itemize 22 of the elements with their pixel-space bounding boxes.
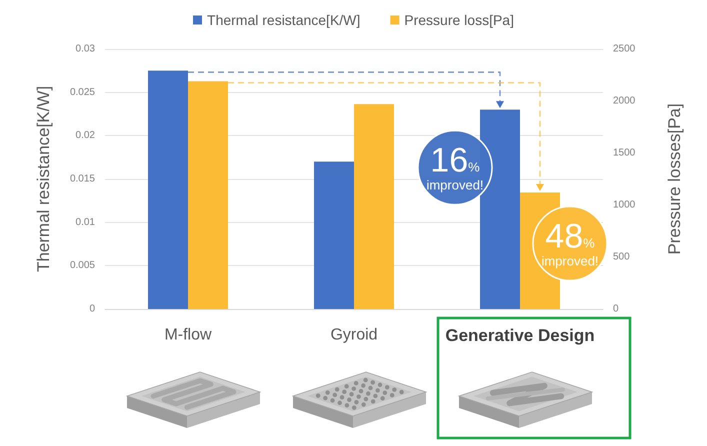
y2-tick-label: 0 bbox=[613, 304, 619, 314]
y2-axis-title: Pressure losses[Pa] bbox=[665, 103, 684, 255]
y-axis-title: Thermal resistance[K/W] bbox=[34, 86, 53, 272]
y-tick-label: 0 bbox=[89, 304, 96, 314]
x-tick-label: M-flow bbox=[164, 326, 212, 344]
y-tick-label: 0.015 bbox=[70, 174, 96, 184]
x-tick-label: Generative Design bbox=[445, 326, 595, 345]
y-tick-label: 0.03 bbox=[76, 44, 96, 54]
y2-tick-label: 2500 bbox=[613, 44, 636, 54]
y2-tick-label: 1000 bbox=[613, 200, 636, 210]
y-tick-label: 0.02 bbox=[76, 130, 96, 142]
y2-tick-label: 1500 bbox=[613, 148, 636, 158]
y2-tick-label: 500 bbox=[613, 252, 630, 262]
y-tick-label: 0.01 bbox=[76, 216, 96, 228]
y-tick-label: 0.005 bbox=[70, 260, 96, 272]
y-tick-label: 0.025 bbox=[70, 86, 96, 98]
annotation: 48% improved! bbox=[541, 218, 599, 269]
x-tick-label: Gyroid bbox=[330, 326, 378, 344]
annotation: 16% improved! bbox=[426, 142, 484, 193]
legend-label: Pressure loss[Pa] bbox=[404, 12, 514, 28]
legend-label: Thermal resistance[K/W] bbox=[207, 12, 360, 28]
y2-tick-label: 2000 bbox=[613, 96, 636, 106]
